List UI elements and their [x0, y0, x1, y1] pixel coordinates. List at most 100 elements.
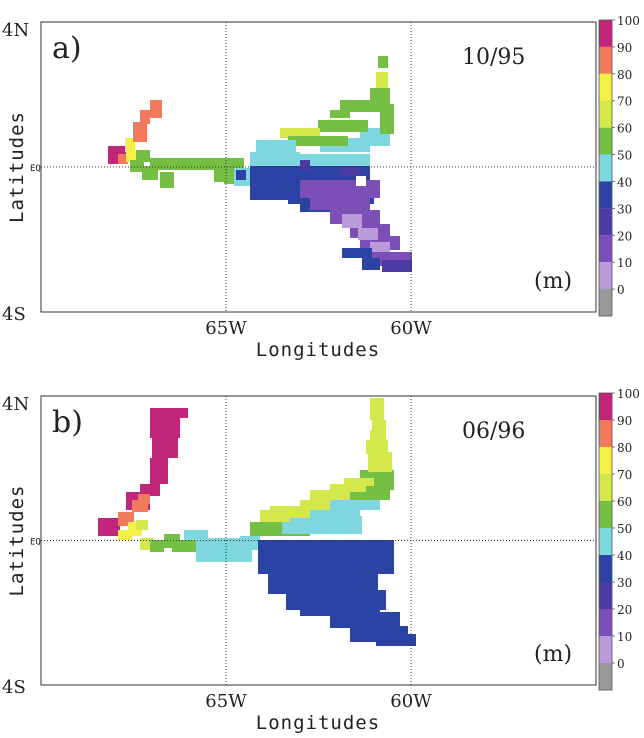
grid-cell — [136, 520, 148, 530]
grid-cell — [370, 398, 384, 408]
grid-cell — [150, 100, 162, 118]
colorbar-swatch — [599, 262, 612, 290]
grid-cell — [256, 140, 296, 154]
grid-cell — [140, 110, 150, 124]
grid-cell — [370, 242, 390, 252]
colorbar-swatch — [599, 393, 612, 420]
grid-cell — [236, 170, 246, 180]
grid-cell — [310, 490, 350, 500]
colorbar-tick-label: 50 — [617, 149, 632, 163]
grid-cell — [98, 518, 120, 536]
y-tick-label: EQ — [30, 164, 41, 174]
grid-cell — [130, 160, 144, 172]
y-tick-label: 4S — [2, 304, 26, 325]
grid-cell — [150, 540, 164, 552]
grid-cell — [356, 176, 366, 186]
grid-cell — [368, 452, 392, 472]
grid-cell — [300, 180, 380, 198]
grid-cell — [358, 228, 378, 240]
colorbar-swatch — [599, 582, 612, 609]
colorbar-swatch — [599, 154, 612, 182]
colorbar-swatch — [599, 235, 612, 263]
grid-cell — [260, 510, 290, 522]
grid-cell — [310, 196, 370, 210]
x-axis-label: Longitudes — [256, 712, 380, 734]
y-axis-label: Latitudes — [6, 111, 28, 223]
colorbar-tick-label: 90 — [617, 41, 632, 55]
colorbar-swatch — [599, 73, 612, 101]
grid-cell — [300, 154, 370, 166]
colorbar-frame — [598, 392, 613, 691]
grid-cell — [372, 420, 386, 432]
colorbar-swatch — [599, 555, 612, 582]
grid-cell — [370, 430, 386, 442]
grid-cell — [136, 150, 150, 162]
grid-cell — [342, 214, 362, 228]
x-axis-label: Longitudes — [256, 339, 380, 361]
grid-cell — [362, 258, 380, 270]
colorbar-swatch — [599, 501, 612, 528]
colorbar-tick-label: 90 — [617, 414, 632, 428]
grid-cell — [330, 484, 366, 492]
grid-cell — [118, 530, 132, 540]
grid-cell — [288, 136, 348, 146]
grid-cell — [280, 128, 320, 138]
grid-cell — [380, 104, 394, 134]
x-tick-label: 65W — [205, 318, 247, 339]
colorbar-tick-label: 30 — [617, 576, 632, 590]
colorbar-tick-label: 40 — [617, 549, 632, 563]
colorbar-frame — [598, 19, 613, 317]
colorbar-tick-label: 70 — [617, 95, 632, 109]
colorbar-tick-label: 70 — [617, 468, 632, 482]
colorbar-swatch — [599, 609, 612, 636]
colorbar-swatch — [599, 289, 612, 316]
grid-cell — [184, 530, 208, 540]
colorbar-tick-label: 0 — [617, 283, 625, 297]
grid-cell — [240, 536, 260, 550]
colorbar-swatch — [599, 181, 612, 209]
colorbar-swatch — [599, 208, 612, 236]
grid-cell — [370, 406, 384, 420]
colorbar-swatch — [599, 636, 612, 663]
unit-label: (m) — [534, 642, 572, 667]
colorbar-swatch — [599, 663, 612, 690]
grid-cell — [282, 516, 362, 534]
colorbar-tick-label: 80 — [617, 441, 632, 455]
grid-cell — [378, 56, 388, 68]
map-panel-a: 4N EQ 4S 65W 60W Longitudes Latitudes a) 10/95 (m… — [2, 20, 597, 361]
panel-label: a) — [52, 31, 82, 66]
grid-cell — [160, 172, 174, 188]
colorbar-swatch — [599, 447, 612, 474]
colorbar-swatch — [599, 20, 612, 47]
grid-cell — [150, 408, 188, 418]
grid-cell — [126, 152, 138, 162]
grid-cell — [118, 154, 128, 164]
colorbar-swatch — [599, 100, 612, 128]
grid-cell — [133, 122, 147, 142]
colorbar-tick-label: 100 — [617, 14, 640, 28]
y-tick-label: EQ — [30, 538, 41, 548]
grid-cell — [342, 248, 372, 258]
colorbar-tick-label: 60 — [617, 495, 632, 509]
colorbar-tick-label: 20 — [617, 229, 632, 243]
date-label: 10/95 — [462, 45, 525, 70]
grid-cell — [150, 418, 180, 438]
grid-cell — [330, 612, 400, 628]
grid-cell — [318, 120, 368, 132]
colorbar-tick-label: 60 — [617, 122, 632, 136]
grid-cell — [366, 440, 388, 454]
x-tick-label: 65W — [205, 691, 247, 712]
grid-cell — [330, 110, 350, 118]
colorbar-swatch — [599, 474, 612, 501]
colorbar-tick-label: 50 — [617, 522, 632, 536]
colorbar-tick-label: 20 — [617, 603, 632, 617]
colorbar-swatch — [599, 127, 612, 155]
colorbar-tick-label: 0 — [617, 657, 625, 671]
y-tick-label: 4S — [2, 677, 26, 698]
grid-cell — [300, 160, 310, 170]
x-tick-label: 60W — [390, 318, 432, 339]
